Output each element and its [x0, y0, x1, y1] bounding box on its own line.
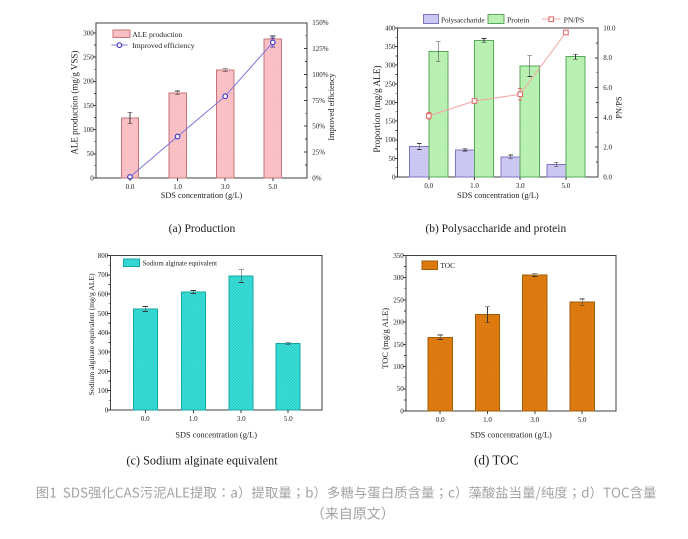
svg-text:300: 300 [83, 29, 94, 37]
svg-text:0: 0 [90, 174, 94, 182]
svg-text:Proportion (mg/g ALE): Proportion (mg/g ALE) [372, 65, 383, 152]
svg-text:Polysaccharide: Polysaccharide [441, 16, 485, 24]
svg-text:300: 300 [393, 274, 404, 282]
svg-text:SDS concentration (g/L): SDS concentration (g/L) [175, 430, 257, 439]
svg-text:PN/PS: PN/PS [564, 15, 585, 24]
svg-text:(b) Polysaccharide and protein: (b) Polysaccharide and protein [425, 223, 566, 235]
svg-text:50: 50 [87, 150, 95, 158]
svg-text:200: 200 [83, 78, 94, 86]
svg-text:1.0: 1.0 [483, 416, 492, 424]
svg-text:100: 100 [98, 387, 109, 395]
svg-text:0.0: 0.0 [424, 182, 433, 190]
svg-text:125%: 125% [312, 45, 329, 53]
svg-text:150: 150 [385, 118, 396, 126]
svg-text:75%: 75% [312, 97, 325, 105]
svg-text:3.0: 3.0 [237, 415, 246, 423]
svg-text:25%: 25% [312, 149, 325, 157]
svg-text:250: 250 [385, 80, 396, 88]
svg-text:100: 100 [385, 136, 396, 144]
svg-text:50: 50 [389, 155, 397, 163]
svg-text:5.0: 5.0 [562, 182, 571, 190]
svg-text:150: 150 [393, 341, 404, 349]
svg-text:5.0: 5.0 [284, 415, 293, 423]
svg-text:350: 350 [393, 252, 404, 260]
svg-text:1.0: 1.0 [173, 183, 182, 191]
svg-text:5.0: 5.0 [268, 183, 277, 191]
svg-text:3.0: 3.0 [530, 416, 539, 424]
svg-text:0.0: 0.0 [603, 173, 612, 181]
svg-text:500: 500 [98, 310, 109, 318]
svg-text:4.0: 4.0 [603, 114, 612, 122]
svg-text:5.0: 5.0 [578, 416, 587, 424]
svg-text:(c) Sodium alginate equivalent: (c) Sodium alginate equivalent [126, 454, 278, 468]
svg-text:ALE production: ALE production [132, 30, 182, 39]
svg-text:100%: 100% [312, 71, 329, 79]
svg-text:(d) TOC: (d) TOC [474, 453, 519, 468]
svg-text:6.0: 6.0 [603, 84, 612, 92]
svg-text:300: 300 [385, 62, 396, 70]
svg-text:SDS concentration (g/L): SDS concentration (g/L) [457, 191, 539, 200]
svg-text:3.0: 3.0 [221, 183, 230, 191]
svg-text:300: 300 [98, 349, 109, 357]
svg-text:3.0: 3.0 [516, 182, 525, 190]
svg-text:250: 250 [83, 54, 94, 62]
svg-text:400: 400 [385, 24, 396, 32]
svg-text:200: 200 [385, 99, 396, 107]
svg-text:Sodium alginate equivalent: Sodium alginate equivalent [143, 261, 217, 268]
svg-text:TOC (mg/g ALE): TOC (mg/g ALE) [380, 308, 390, 369]
svg-text:150%: 150% [312, 19, 329, 27]
svg-text:10.0: 10.0 [603, 24, 616, 32]
svg-text:0: 0 [105, 406, 109, 414]
svg-text:100: 100 [83, 126, 94, 134]
svg-text:600: 600 [98, 291, 109, 299]
svg-text:8.0: 8.0 [603, 54, 612, 62]
svg-text:TOC: TOC [440, 261, 455, 270]
svg-text:0.0: 0.0 [436, 416, 445, 424]
svg-text:0.0: 0.0 [126, 183, 135, 191]
svg-text:0: 0 [400, 407, 404, 415]
svg-text:SDS concentration (g/L): SDS concentration (g/L) [470, 430, 552, 439]
svg-text:SDS concentration (g/L): SDS concentration (g/L) [161, 191, 243, 200]
svg-text:Sodium alginate equivalent (mg: Sodium alginate equivalent (mg/g ALE) [87, 273, 96, 395]
svg-text:200: 200 [98, 368, 109, 376]
svg-text:Improved efficiency: Improved efficiency [327, 72, 336, 140]
svg-text:350: 350 [385, 43, 396, 51]
svg-text:(a) Production: (a) Production [169, 222, 236, 235]
svg-text:PN/PS: PN/PS [615, 96, 624, 119]
svg-text:0.0: 0.0 [141, 415, 150, 423]
svg-text:Protein: Protein [507, 15, 529, 24]
svg-text:100: 100 [393, 363, 404, 371]
svg-text:700: 700 [98, 271, 109, 279]
svg-text:1.0: 1.0 [470, 182, 479, 190]
svg-text:2.0: 2.0 [603, 144, 612, 152]
svg-text:150: 150 [83, 102, 94, 110]
svg-text:400: 400 [98, 329, 109, 337]
svg-text:800: 800 [98, 252, 109, 260]
svg-text:1.0: 1.0 [189, 415, 198, 423]
svg-text:0: 0 [392, 173, 396, 181]
svg-text:50: 50 [397, 385, 405, 393]
svg-text:250: 250 [393, 296, 404, 304]
svg-text:0%: 0% [312, 174, 322, 182]
svg-text:Improved efficiency: Improved efficiency [132, 41, 195, 50]
svg-text:ALE production (mg/g VSS): ALE production (mg/g VSS) [70, 51, 80, 155]
svg-text:200: 200 [393, 319, 404, 327]
svg-text:50%: 50% [312, 123, 325, 131]
